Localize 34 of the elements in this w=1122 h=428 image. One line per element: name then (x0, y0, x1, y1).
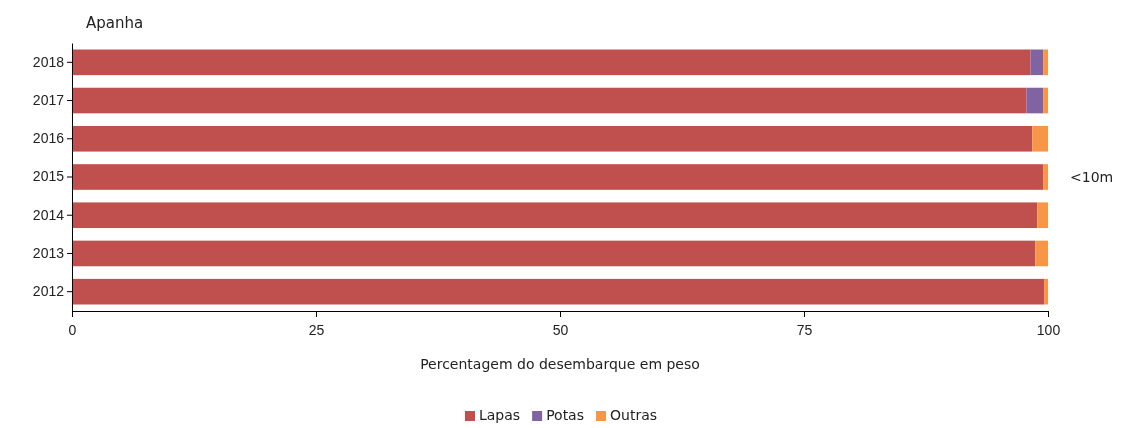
bar (72, 49, 1031, 76)
y-tick-label: 2016 (32, 130, 65, 147)
bar (1043, 164, 1048, 190)
y-tick-label: 2015 (32, 168, 65, 185)
y-tick-label: 2014 (32, 206, 65, 223)
bar (1043, 87, 1048, 114)
bar (1043, 49, 1048, 76)
bar (1035, 240, 1048, 267)
bar (72, 87, 1027, 114)
y-tick-label: 2012 (32, 283, 65, 300)
chart-title: Apanha (86, 14, 144, 32)
text: <10m (1070, 169, 1114, 185)
bar (72, 278, 1045, 305)
bar (1037, 202, 1048, 229)
x-axis-title: Percentagem do desembarque em peso (420, 356, 700, 372)
bar (1044, 278, 1048, 305)
bar (1030, 49, 1044, 76)
x-tick-label: 0 (68, 322, 77, 339)
y-tick-label: 2017 (32, 92, 65, 109)
x-tick-label: 50 (552, 322, 569, 339)
bar (72, 240, 1036, 267)
bar (72, 202, 1038, 229)
bar (72, 125, 1033, 152)
legend-label: Potas (546, 407, 584, 423)
legend-label: Outras (610, 407, 658, 423)
x-tick-label: 75 (796, 322, 813, 339)
bar (1032, 125, 1048, 152)
x-tick-label: 100 (1036, 322, 1061, 339)
y-tick-label: 2013 (32, 244, 65, 261)
bar (72, 164, 1044, 190)
y-tick-label: 2018 (32, 53, 65, 70)
legend-label: Lapas (478, 407, 521, 423)
x-tick-label: 25 (308, 322, 325, 339)
bar (1026, 87, 1044, 114)
